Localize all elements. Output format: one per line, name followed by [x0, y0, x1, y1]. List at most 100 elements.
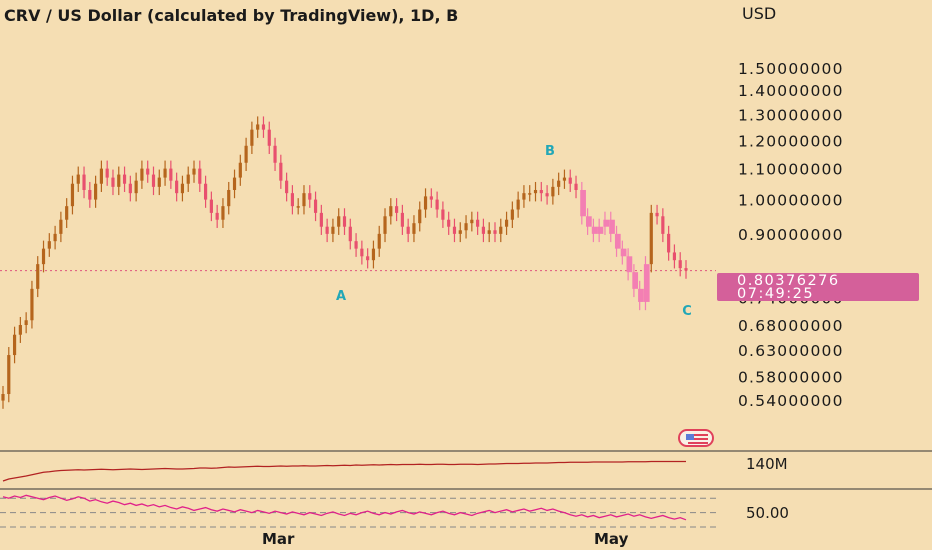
candle-body [672, 252, 677, 261]
x-tick-mar: Mar [262, 530, 295, 548]
candle-body [186, 174, 190, 184]
candle-body [111, 177, 115, 187]
candle-body [591, 226, 598, 234]
candle-body [487, 230, 491, 234]
candle-body [354, 241, 358, 249]
candle-body [279, 162, 283, 181]
candle-body [551, 186, 555, 197]
candle-body [643, 264, 650, 302]
candle-body [169, 168, 173, 181]
candle-body [597, 226, 604, 234]
candle-body [464, 223, 468, 231]
candle-body [267, 129, 271, 146]
candle-body [348, 226, 352, 242]
candle-body [609, 219, 615, 234]
candle-body [435, 199, 439, 210]
candle-body [400, 212, 404, 227]
candle-body [377, 233, 381, 249]
candle-body [59, 219, 63, 234]
candle-body [586, 216, 592, 227]
candle-body [250, 129, 254, 146]
volume-axis-label: 140M [746, 455, 788, 473]
candle-body [528, 193, 532, 195]
candle-body [232, 177, 237, 190]
candle-body [649, 212, 653, 265]
candle-body [423, 196, 428, 210]
candle-body [18, 325, 22, 335]
wave-labels: A B C [336, 144, 692, 319]
candle-body [227, 189, 231, 207]
candle-body [522, 193, 526, 200]
candle-body [389, 206, 393, 217]
candle-body [580, 189, 586, 217]
y-tick-label: 0.68000000 [738, 317, 844, 335]
candle-body [273, 145, 277, 163]
candle-body [94, 183, 98, 200]
candle-body [667, 233, 671, 253]
candle-body [371, 248, 376, 261]
candle-body [7, 355, 11, 395]
candle-body [441, 209, 445, 220]
candle-body [452, 226, 457, 234]
candle-body [337, 216, 341, 227]
candles [1, 116, 688, 409]
y-tick-label: 1.00000000 [738, 192, 844, 210]
candle-body [53, 233, 57, 242]
candle-body [209, 199, 213, 213]
candle-body [319, 212, 323, 227]
current-price-tag: 0.80376276 07:49:25 [717, 273, 919, 302]
candle-body [122, 174, 127, 184]
candle-body [180, 183, 185, 194]
y-tick-label: 1.40000000 [738, 82, 844, 100]
candle-body [383, 216, 387, 234]
candle-body [1, 394, 5, 401]
candle-body [36, 264, 40, 289]
candle-body [510, 209, 514, 220]
candle-body [12, 334, 17, 356]
candle-body [655, 212, 659, 217]
candle-body [244, 145, 248, 163]
candle-body [499, 226, 503, 234]
candle-body [163, 168, 167, 178]
grid-lines [0, 270, 932, 490]
price-axis[interactable]: 1.50000000 1.40000000 1.30000000 1.20000000… [738, 60, 844, 410]
chart-title: CRV / US Dollar (calculated by TradingVi… [4, 6, 459, 25]
x-tick-may: May [594, 530, 629, 548]
wave-label-a: A [336, 289, 346, 304]
candle-body [128, 183, 132, 194]
candle-body [562, 177, 567, 181]
candle-body [418, 209, 422, 224]
candle-body [342, 216, 347, 227]
candle-body [504, 219, 509, 227]
candle-body [238, 162, 242, 178]
candle-body [476, 219, 480, 227]
currency-label: USD [742, 4, 777, 23]
candle-body [47, 241, 51, 249]
y-tick-label: 1.10000000 [738, 161, 844, 179]
candle-body [360, 248, 364, 257]
candle-body [632, 272, 639, 289]
candle-body [545, 193, 549, 197]
candle-body [574, 183, 578, 190]
y-tick-label: 0.58000000 [738, 369, 844, 387]
candle-body [614, 233, 621, 249]
candle-body [447, 219, 451, 227]
candle-body [395, 206, 399, 213]
candle-body [65, 206, 69, 220]
volume-pane [2, 460, 686, 482]
current-price-value: 0.80376276 [737, 273, 840, 289]
candle-body [308, 193, 312, 200]
candle-body [638, 288, 644, 302]
candle-body [313, 199, 318, 213]
candle-body [76, 174, 80, 184]
wave-label-c: C [682, 304, 692, 319]
candle-body [557, 180, 561, 187]
candle-body [678, 260, 682, 269]
y-tick-label: 1.30000000 [738, 106, 844, 124]
candle-body [105, 168, 109, 178]
candle-body [533, 189, 538, 194]
candle-body [331, 226, 335, 234]
candle-body [470, 219, 474, 224]
us-flag-icon[interactable] [678, 429, 714, 447]
